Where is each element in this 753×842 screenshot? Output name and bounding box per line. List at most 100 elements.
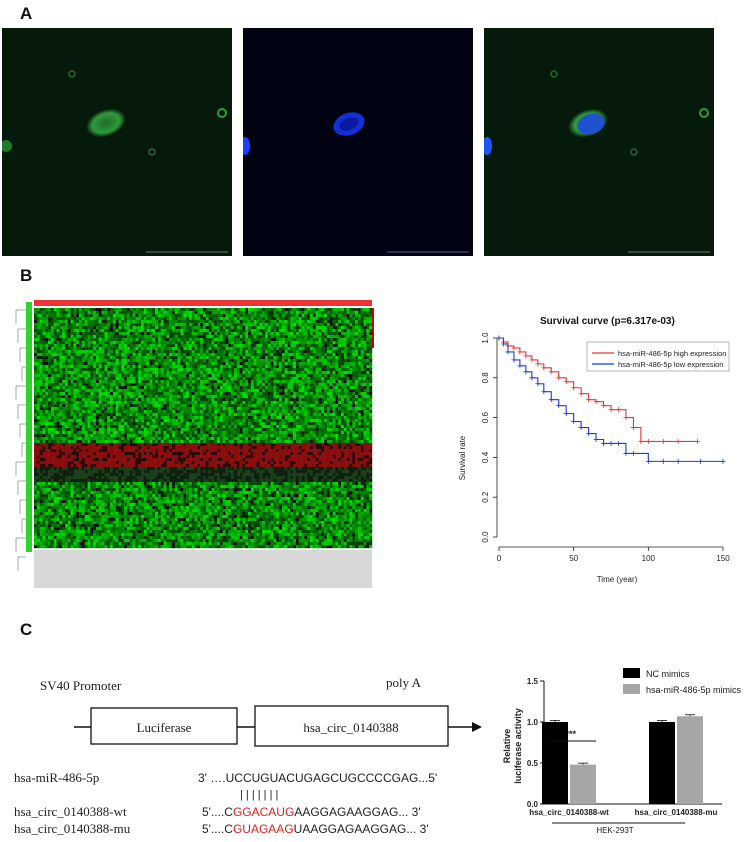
censor-mark-low: [541, 389, 547, 395]
bar-category-label: hsa_circ_0140388-mu: [635, 808, 718, 817]
luciferase-label: Luciferase: [137, 720, 192, 735]
censor-mark-low: [608, 440, 614, 446]
censor-mark-low: [548, 397, 554, 403]
bar-ytick-label: 1.0: [527, 718, 539, 727]
panel-label-c: C: [20, 620, 33, 639]
microscopy-blue-channel: [243, 28, 473, 256]
censor-mark-high: [695, 438, 701, 444]
censor-mark-high: [601, 403, 607, 409]
censor-mark-low: [578, 425, 584, 431]
bar-ytick-label: 1.5: [527, 677, 539, 686]
survival-ytick-label: 0.2: [481, 491, 490, 503]
wt-seed-red: GGACAUG: [233, 805, 294, 819]
censor-mark-high: [615, 407, 621, 413]
censor-mark-low: [571, 419, 577, 425]
censor-mark-high: [675, 438, 681, 444]
microscopy-blue-image: [243, 28, 473, 256]
censor-mark-high: [535, 361, 541, 367]
censor-mark-high: [563, 379, 569, 385]
bar-group-label: HEK-293T: [596, 826, 633, 835]
microscopy-merged-image: [484, 28, 714, 256]
censor-mark-high: [556, 375, 562, 381]
bar-legend-nc: NC mimics: [646, 669, 690, 679]
luciferase-box: [90, 707, 238, 745]
censor-mark-high: [630, 425, 636, 431]
censor-mark-low: [630, 450, 636, 456]
censor-mark-low: [720, 458, 726, 464]
censor-mark-high: [523, 353, 529, 359]
censor-mark-low: [523, 369, 529, 375]
censor-mark-low: [511, 357, 517, 363]
censor-mark-high: [571, 385, 577, 391]
censor-mark-high: [586, 397, 592, 403]
microscopy-merged-channel: [484, 28, 714, 256]
construct-arrowhead: [472, 722, 482, 732]
mu-name: hsa_circ_0140388-mu: [14, 821, 131, 836]
censor-mark-low: [593, 436, 599, 442]
wt-name: hsa_circ_0140388-wt: [14, 804, 127, 819]
heatmap-sample-labels: [34, 550, 372, 588]
censor-mark-high: [541, 365, 547, 371]
bar-ytick-label: 0.0: [527, 800, 539, 809]
censor-mark-high: [529, 357, 535, 363]
heatmap-side-annotation: [26, 302, 32, 552]
survival-xtick-label: 100: [642, 554, 656, 563]
censor-mark-high: [623, 415, 629, 421]
censor-mark-high: [638, 438, 644, 444]
survival-xtick-label: 0: [497, 554, 502, 563]
legend-mimic-swatch: [623, 684, 640, 694]
bar-significance: ****: [562, 729, 577, 739]
censor-mark-low: [500, 341, 506, 347]
censor-mark-low: [535, 381, 541, 387]
panel-label-a: A: [20, 4, 33, 23]
heatmap-cells: [34, 308, 373, 549]
heatmap-dendrogram: [15, 309, 26, 571]
microscopy-green-channel: [2, 28, 232, 256]
censor-mark-low: [601, 440, 607, 446]
censor-mark-low: [529, 375, 535, 381]
expression-heatmap: [14, 298, 376, 590]
polya-label: poly A: [386, 675, 422, 690]
mu-sequence: 5'....CGUAGAAGUAAGGAGAAGGAG... 3': [202, 822, 429, 836]
censor-mark-low: [517, 363, 523, 369]
censor-mark-low: [586, 431, 592, 437]
survival-chart: Survival rate Time (year) hsa-miR-486-5p…: [458, 333, 730, 584]
censor-mark-low: [563, 411, 569, 417]
mirna-sequence: 3' ….UCCUGUACUGAGCUGCCCCGAG...5': [198, 771, 437, 785]
mirna-name: hsa-miR-486-5p: [14, 770, 99, 785]
survival-legend-low: hsa-miR-486-5p low expression: [618, 360, 723, 369]
censor-mark-low: [623, 450, 629, 456]
survival-legend-high: hsa-miR-486-5p high expression: [618, 349, 726, 358]
censor-mark-low: [505, 349, 511, 355]
pairing-lines: | | | | | | |: [240, 789, 278, 801]
microscopy-green-image: [2, 28, 232, 256]
heatmap-top-annotation: [34, 300, 372, 306]
censor-mark-high: [548, 369, 554, 375]
survival-axes: 0.0 0.2 0.4 0.6 0.8 1.0 0 50 100 150: [481, 333, 730, 563]
censor-mark-high: [593, 399, 599, 405]
survival-ytick-label: 0.0: [481, 531, 490, 543]
survival-xtick-label: 150: [716, 554, 730, 563]
censor-mark-high: [578, 391, 584, 397]
censor-mark-low: [496, 335, 502, 341]
circ-box: [254, 705, 449, 747]
promoter-label: SV40 Promoter: [40, 678, 122, 693]
censor-mark-low: [645, 458, 651, 464]
survival-ytick-label: 0.6: [481, 411, 490, 423]
bar-mimic-wt: [570, 764, 596, 804]
survival-xtick-label: 50: [569, 554, 578, 563]
censor-mark-low: [660, 458, 666, 464]
censor-mark-low: [698, 458, 704, 464]
bar-legend-mimic: hsa-miR-486-5p mimics: [646, 685, 742, 695]
survival-ytick-label: 0.4: [481, 451, 490, 463]
censor-mark-high: [660, 438, 666, 444]
wt-sequence: 5'....CGGACAUGAAGGAGAAGGAG... 3': [202, 805, 421, 819]
legend-nc-swatch: [623, 668, 640, 678]
survival-ylabel: Survival rate: [458, 435, 467, 480]
panel-label-b: B: [20, 266, 33, 285]
bar-ylabel-line2: luciferase activity: [513, 708, 523, 784]
circ-label: hsa_circ_0140388: [303, 720, 398, 735]
mu-seed-red: GUAGAAG: [233, 822, 294, 836]
censor-mark-low: [675, 458, 681, 464]
bar-category-label: hsa_circ_0140388-wt: [529, 808, 609, 817]
